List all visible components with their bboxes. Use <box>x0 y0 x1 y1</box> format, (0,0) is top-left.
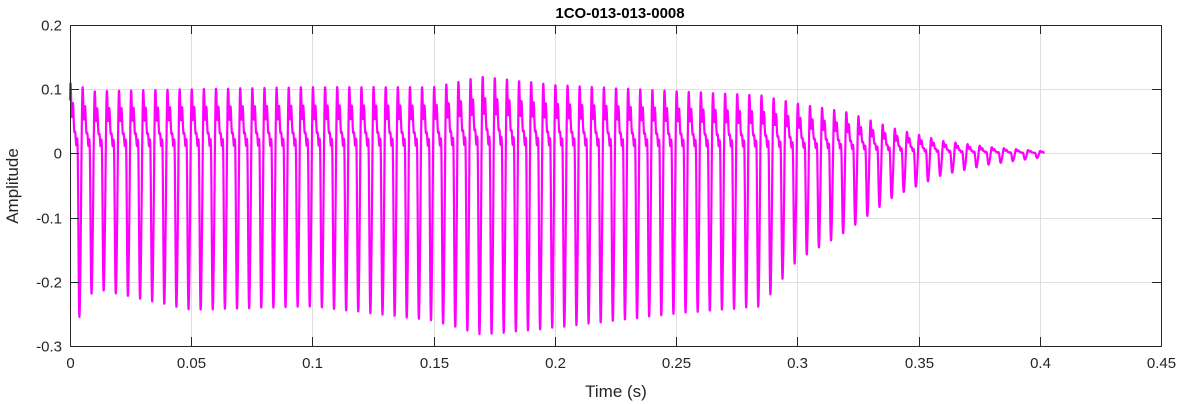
y-tick-label: 0.2 <box>41 18 62 35</box>
x-tick-label: 0.4 <box>1030 355 1051 372</box>
x-tick-label: 0.35 <box>905 355 934 372</box>
x-tick-label: 0.05 <box>177 355 206 372</box>
waveform-series-line <box>68 75 1046 336</box>
x-tick-label: 0.15 <box>420 355 449 372</box>
y-tick-label: 0.1 <box>41 82 62 99</box>
x-tick-label: 0.45 <box>1147 355 1176 372</box>
grid-lines <box>70 25 1162 347</box>
chart-title: 1CO-013-013-0008 <box>555 5 684 22</box>
x-tick-label: 0.2 <box>545 355 566 372</box>
plot-area <box>68 75 1046 336</box>
axis-ticks <box>70 25 1162 347</box>
y-tick-label: 0 <box>54 146 62 163</box>
x-tick-label: 0.25 <box>662 355 691 372</box>
x-tick-label: 0.1 <box>302 355 323 372</box>
y-tick-label: -0.3 <box>36 339 62 356</box>
y-axis-label: Amplitude <box>3 148 22 224</box>
x-tick-label: 0 <box>66 355 74 372</box>
axes-box <box>70 25 1162 347</box>
y-tick-labels: -0.3 -0.2 -0.1 0 0.1 0.2 <box>36 18 62 356</box>
x-tick-label: 0.3 <box>787 355 808 372</box>
y-tick-label: -0.1 <box>36 211 62 228</box>
y-tick-label: -0.2 <box>36 275 62 292</box>
x-axis-label: Time (s) <box>585 382 647 401</box>
x-tick-labels: 0 0.05 0.1 0.15 0.2 0.25 0.3 0.35 0.4 0.45 <box>66 355 1176 372</box>
